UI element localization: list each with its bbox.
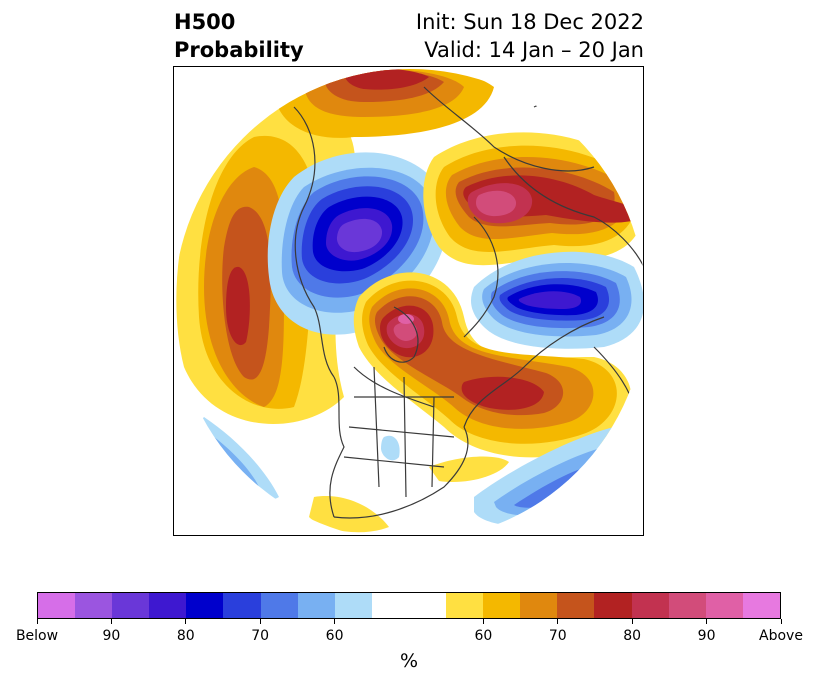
colorbar-above-segment bbox=[557, 593, 595, 618]
colorbar-tick-label: 70 bbox=[548, 628, 567, 644]
colorbar-tick-label: 80 bbox=[623, 628, 642, 644]
colorbar-above-segment bbox=[668, 593, 706, 618]
title-variable: H500 bbox=[174, 10, 236, 34]
colorbar-tick-label: Below bbox=[15, 628, 59, 644]
colorbar bbox=[37, 592, 781, 619]
colorbar-tick-mark bbox=[259, 619, 261, 624]
colorbar-below-segment bbox=[186, 593, 224, 618]
colorbar-below-segment bbox=[75, 593, 113, 618]
anomaly-canada-high bbox=[353, 272, 632, 458]
colorbar-above-segment bbox=[631, 593, 669, 618]
colorbar-tick-mark bbox=[482, 619, 484, 624]
anomaly-east-low bbox=[471, 251, 643, 349]
colorbar-tick-label: 80 bbox=[176, 628, 195, 644]
map-outlines bbox=[293, 86, 643, 519]
colorbar-tick-label: Above bbox=[759, 628, 803, 644]
colorbar-tick-label: 60 bbox=[325, 628, 344, 644]
title-init-date: Init: Sun 18 Dec 2022 bbox=[415, 10, 644, 34]
colorbar-tick-label: 60 bbox=[474, 628, 493, 644]
colorbar-above-segment bbox=[594, 593, 632, 618]
colorbar-below-segment bbox=[334, 593, 372, 618]
colorbar-tick-mark bbox=[185, 619, 187, 624]
anomaly-east-high bbox=[423, 132, 643, 266]
colorbar-tick-label: 70 bbox=[251, 628, 270, 644]
colorbar-below-segment bbox=[112, 593, 150, 618]
colorbar-tick-label: 90 bbox=[102, 628, 121, 644]
colorbar-above-segment bbox=[483, 593, 521, 618]
colorbar-above-segment bbox=[705, 593, 743, 618]
colorbar-tick-mark bbox=[631, 619, 633, 624]
colorbar-below-segment bbox=[260, 593, 298, 618]
colorbar-tick-mark bbox=[780, 619, 782, 624]
colorbar-below-segment bbox=[223, 593, 261, 618]
colorbar-below-segment bbox=[149, 593, 187, 618]
probability-map bbox=[176, 69, 643, 533]
colorbar-tick-mark bbox=[706, 619, 708, 624]
colorbar-unit-label: % bbox=[399, 650, 419, 672]
colorbar-tick-label: 90 bbox=[697, 628, 716, 644]
anomaly-arctic-high bbox=[274, 69, 494, 138]
colorbar-above-segment bbox=[446, 593, 484, 618]
colorbar-tick-mark bbox=[36, 619, 38, 624]
colorbar-tick-mark bbox=[110, 619, 112, 624]
colorbar-above-segment bbox=[742, 593, 780, 618]
colorbar-above-segment bbox=[520, 593, 558, 618]
colorbar-tick-mark bbox=[334, 619, 336, 624]
chart-title-right: Init: Sun 18 Dec 2022 Valid: 14 Jan – 20… bbox=[416, 8, 644, 64]
colorbar-neutral-segment bbox=[371, 593, 447, 618]
map-panel bbox=[173, 66, 644, 536]
title-valid-range: Valid: 14 Jan – 20 Jan bbox=[424, 38, 644, 62]
colorbar-tick-mark bbox=[557, 619, 559, 624]
title-type: Probability bbox=[174, 38, 304, 62]
anomaly-southern-lows bbox=[198, 417, 622, 533]
colorbar-below-segment bbox=[38, 593, 76, 618]
colorbar-below-segment bbox=[297, 593, 335, 618]
chart-title-left: H500 Probability bbox=[174, 8, 304, 64]
